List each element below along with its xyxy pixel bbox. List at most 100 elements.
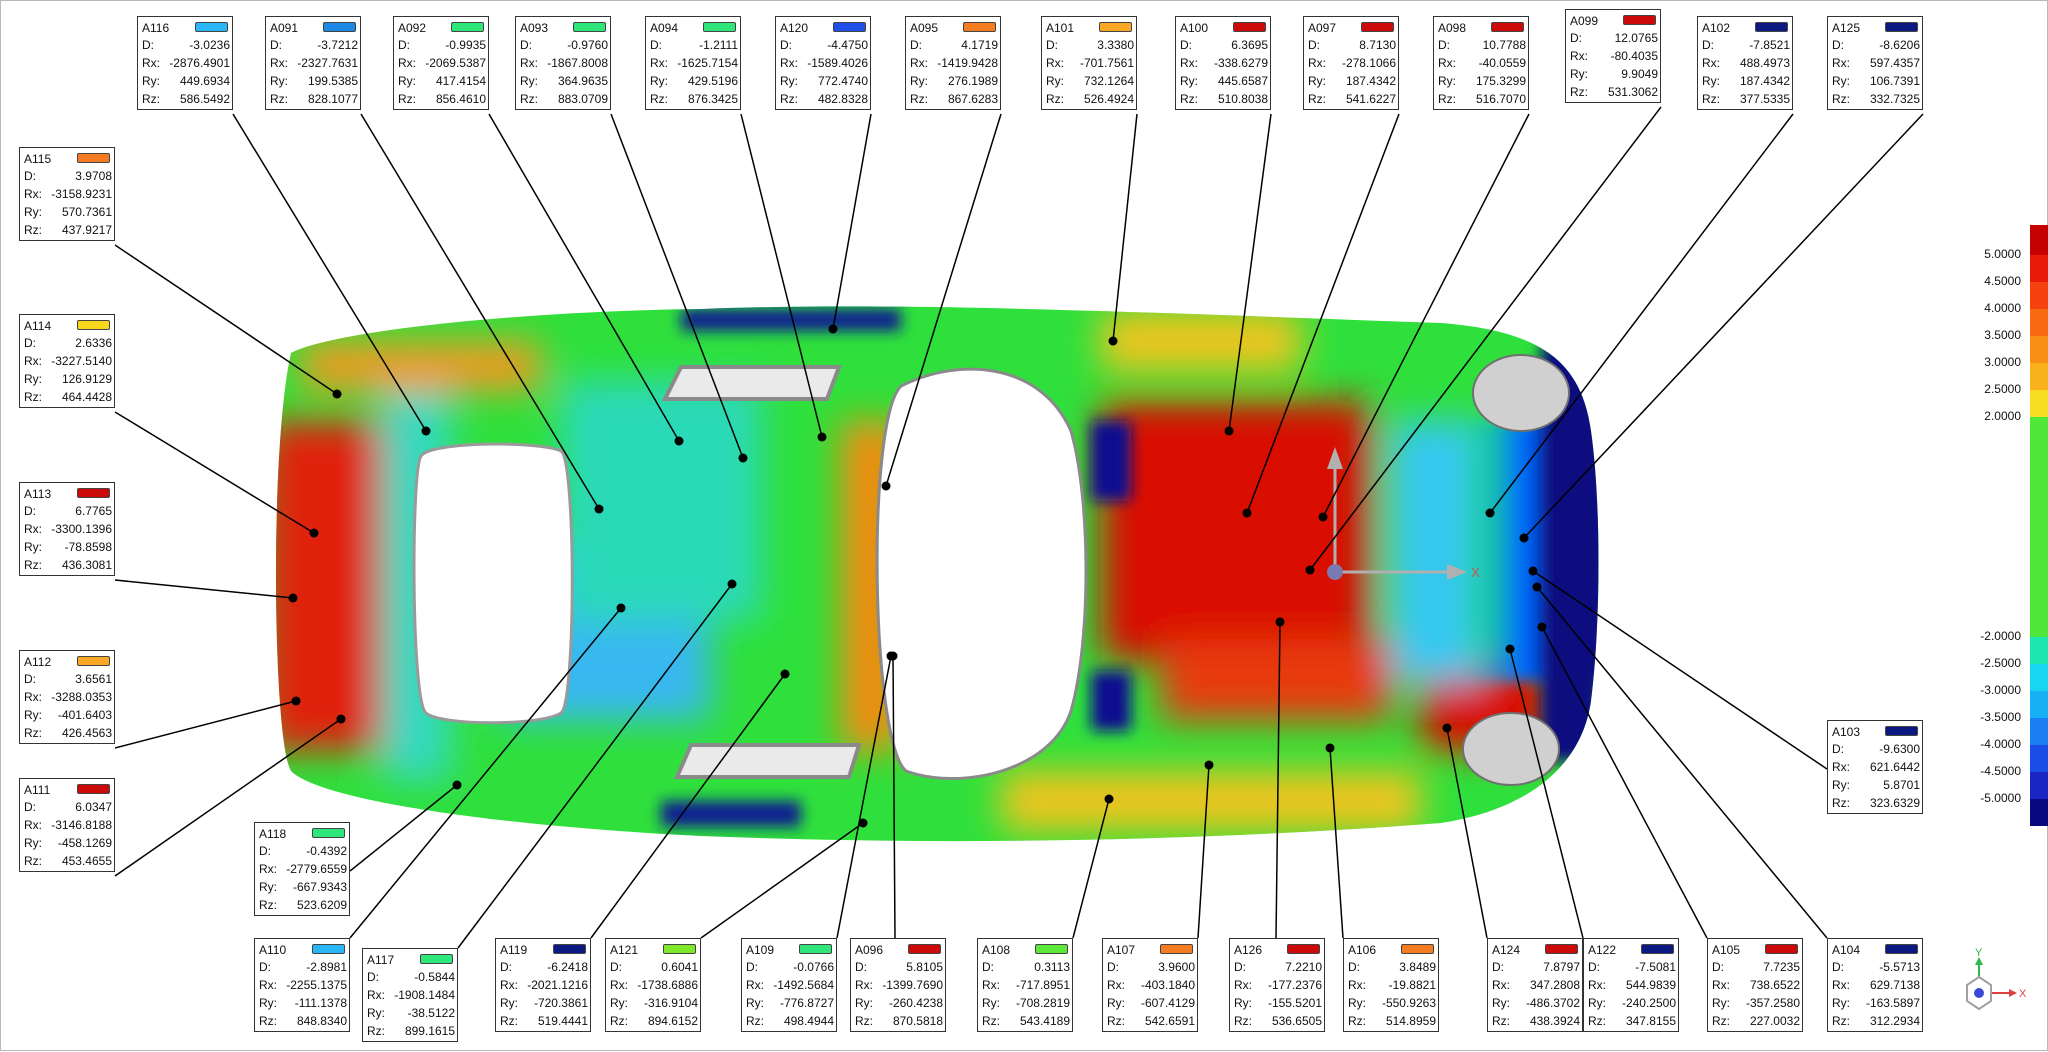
callout-a126[interactable]: A126 D: 7.2210 Rx: -177.2376 Ry: -155.5201 Rz: 5…	[1229, 938, 1325, 1032]
callout-a124[interactable]: A124 D: 7.8797 Rx: 347.2808 Ry: -486.3702 Rz: 43…	[1487, 938, 1583, 1032]
measurement-point-a096[interactable]	[888, 651, 898, 661]
callout-a103[interactable]: A103 D: -9.6300 Rx: 621.6442 Ry: 5.8701 Rz: 323.…	[1827, 720, 1923, 814]
measurement-point-a091[interactable]	[594, 504, 604, 514]
ry-value: 187.4342	[1739, 74, 1790, 88]
callout-a121[interactable]: A121 D: 0.6041 Rx: -1738.6886 Ry: -316.9104 Rz:…	[605, 938, 701, 1032]
leader-line-a091	[360, 113, 600, 510]
measurement-point-a118[interactable]	[452, 780, 462, 790]
rz-value: 870.5818	[892, 1014, 943, 1028]
measurement-point-a094[interactable]	[817, 432, 827, 442]
callout-a091[interactable]: A091 D: -3.7212 Rx: -2327.7631 Ry: 199.5385 Rz:…	[265, 16, 361, 110]
measurement-point-a098[interactable]	[1318, 512, 1328, 522]
callout-a109[interactable]: A109 D: -0.0766 Rx: -1492.5684 Ry: -776.8727 Rz…	[741, 938, 837, 1032]
measurement-point-a114[interactable]	[309, 528, 319, 538]
measurement-point-a107[interactable]	[1204, 760, 1214, 770]
rz-value: 519.4441	[537, 1014, 588, 1028]
deviation-color-swatch	[451, 22, 484, 32]
callout-a098[interactable]: A098 D: 10.7788 Rx: -40.0559 Ry: 175.3299 Rz: 51…	[1433, 16, 1529, 110]
callout-a122[interactable]: A122 D: -7.5081 Rx: 544.9839 Ry: -240.2500 Rz: 3…	[1583, 938, 1679, 1032]
rx-value: -80.4035	[1610, 49, 1658, 63]
callout-a101[interactable]: A101 D: 3.3380 Rx: -701.7561 Ry: 732.1264 Rz: 52…	[1041, 16, 1137, 110]
measurement-point-a120[interactable]	[828, 324, 838, 334]
callout-a114[interactable]: A114 D: 2.6336 Rx: -3227.5140 Ry: 126.9129 Rz: 4…	[19, 314, 115, 408]
measurement-point-a116[interactable]	[421, 426, 431, 436]
callout-a113[interactable]: A113 D: 6.7765 Rx: -3300.1396 Ry: -78.8598 Rz: 4…	[19, 482, 115, 576]
rz-value: 323.6329	[1869, 796, 1920, 810]
measurement-point-a106[interactable]	[1325, 743, 1335, 753]
d-label: D:	[1832, 742, 1844, 756]
callout-a125[interactable]: A125 D: -8.6206 Rx: 597.4357 Ry: 106.7391 Rz: 33…	[1827, 16, 1923, 110]
measurement-point-a108[interactable]	[1104, 794, 1114, 804]
rx-value: -3227.5140	[51, 354, 112, 368]
measurement-point-a126[interactable]	[1275, 617, 1285, 627]
rx-value: -2876.4901	[169, 56, 230, 70]
measurement-point-a113[interactable]	[288, 593, 298, 603]
triad-x-label: X	[2019, 988, 2027, 1000]
measurement-point-a112[interactable]	[291, 696, 301, 706]
callout-id: A109	[746, 943, 775, 957]
callout-a116[interactable]: A116 D: -3.0236 Rx: -2876.4901 Ry: 449.6934 Rz:…	[137, 16, 233, 110]
callout-a104[interactable]: A104 D: -5.5713 Rx: 629.7138 Ry: -163.5897 Rz: 3…	[1827, 938, 1923, 1032]
measurement-point-a115[interactable]	[332, 389, 342, 399]
measurement-point-a105[interactable]	[1537, 622, 1547, 632]
callout-a095[interactable]: A095 D: 4.1719 Rx: -1419.9428 Ry: 276.1989 Rz: 8…	[905, 16, 1001, 110]
measurement-point-a099[interactable]	[1305, 565, 1315, 575]
ry-value: 417.4154	[435, 74, 486, 88]
rz-value: 543.4189	[1019, 1014, 1070, 1028]
measurement-point-a104[interactable]	[1532, 582, 1542, 592]
callout-a120[interactable]: A120 D: -4.4750 Rx: -1589.4026 Ry: 772.4740 Rz:…	[775, 16, 871, 110]
measurement-point-a111[interactable]	[336, 714, 346, 724]
callout-a118[interactable]: A118 D: -0.4392 Rx: -2779.6559 Ry: -667.9343 Rz…	[254, 822, 350, 916]
callout-a102[interactable]: A102 D: -7.8521 Rx: 488.4973 Ry: 187.4342 Rz: 37…	[1697, 16, 1793, 110]
measurement-point-a097[interactable]	[1242, 508, 1252, 518]
callout-a100[interactable]: A100 D: 6.3695 Rx: -338.6279 Ry: 445.6587 Rz: 51…	[1175, 16, 1271, 110]
callout-a119[interactable]: A119 D: -6.2418 Rx: -2021.1216 Ry: -720.3861 Rz…	[495, 938, 591, 1032]
measurement-point-a092[interactable]	[674, 436, 684, 446]
d-label: D:	[1180, 38, 1192, 52]
callout-a110[interactable]: A110 D: -2.8981 Rx: -2255.1375 Ry: -111.1378 Rz…	[254, 938, 350, 1032]
callout-a111[interactable]: A111 D: 6.0347 Rx: -3146.8188 Ry: -458.1269 Rz:…	[19, 778, 115, 872]
measurement-point-a121[interactable]	[858, 818, 868, 828]
view-orientation-triad[interactable]: Y X	[1957, 947, 2029, 1019]
callout-a094[interactable]: A094 D: -1.2111 Rx: -1625.7154 Ry: 429.5196 Rz:…	[645, 16, 741, 110]
measurement-point-a103[interactable]	[1528, 566, 1538, 576]
deviation-value: 6.0347	[75, 800, 112, 814]
measurement-point-a100[interactable]	[1224, 426, 1234, 436]
callout-a097[interactable]: A097 D: 8.7130 Rx: -278.1066 Ry: 187.4342 Rz: 54…	[1303, 16, 1399, 110]
measurement-point-a125[interactable]	[1519, 533, 1529, 543]
rz-value: 227.0032	[1749, 1014, 1800, 1028]
measurement-point-a101[interactable]	[1108, 336, 1118, 346]
callout-a117[interactable]: A117 D: -0.5844 Rx: -1908.1484 Ry: -38.5122 Rz:…	[362, 948, 458, 1042]
measurement-point-a117[interactable]	[727, 579, 737, 589]
leader-line-a096	[892, 655, 896, 939]
callout-id: A092	[398, 21, 427, 35]
measurement-point-a093[interactable]	[738, 453, 748, 463]
callout-a099[interactable]: A099 D: 12.0765 Rx: -80.4035 Ry: 9.9049 Rz: 531.…	[1565, 9, 1661, 103]
callout-a105[interactable]: A105 D: 7.7235 Rx: 738.6522 Ry: -357.2580 Rz: 22…	[1707, 938, 1803, 1032]
callout-a115[interactable]: A115 D: 3.9708 Rx: -3158.9231 Ry: 570.7361 Rz: 4…	[19, 147, 115, 241]
rx-label: Rx:	[1832, 978, 1850, 992]
rx-value: 597.4357	[1869, 56, 1920, 70]
callout-a093[interactable]: A093 D: -0.9760 Rx: -1867.8008 Ry: 364.9635 Rz:…	[515, 16, 611, 110]
measurement-point-a119[interactable]	[780, 669, 790, 679]
callout-a108[interactable]: A108 D: 0.3113 Rx: -717.8951 Ry: -708.2819 Rz: 5…	[977, 938, 1073, 1032]
callout-a112[interactable]: A112 D: 3.6561 Rx: -3288.0353 Ry: -401.6403 Rz:…	[19, 650, 115, 744]
measurement-point-a124[interactable]	[1442, 723, 1452, 733]
callout-a092[interactable]: A092 D: -0.9935 Rx: -2069.5387 Ry: 417.4154 Rz:…	[393, 16, 489, 110]
legend-tick: 5.0000	[1984, 247, 2021, 261]
measurement-point-a122[interactable]	[1505, 644, 1515, 654]
ry-value: 276.1989	[947, 74, 998, 88]
measurement-point-a095[interactable]	[881, 481, 891, 491]
callout-a107[interactable]: A107 D: 3.9600 Rx: -403.1840 Ry: -607.4129 Rz: 5…	[1102, 938, 1198, 1032]
deviation-color-swatch	[1885, 726, 1918, 736]
deviation-color-swatch	[1160, 944, 1193, 954]
rx-value: -1625.7154	[677, 56, 738, 70]
d-label: D:	[24, 336, 36, 350]
measurement-point-a110[interactable]	[616, 603, 626, 613]
measurement-point-a102[interactable]	[1485, 508, 1495, 518]
callout-a106[interactable]: A106 D: 3.8489 Rx: -19.8821 Ry: -550.9263 Rz: 51…	[1343, 938, 1439, 1032]
callout-a096[interactable]: A096 D: 5.8105 Rx: -1399.7690 Ry: -260.4238 Rz:…	[850, 938, 946, 1032]
rx-value: -1492.5684	[773, 978, 834, 992]
